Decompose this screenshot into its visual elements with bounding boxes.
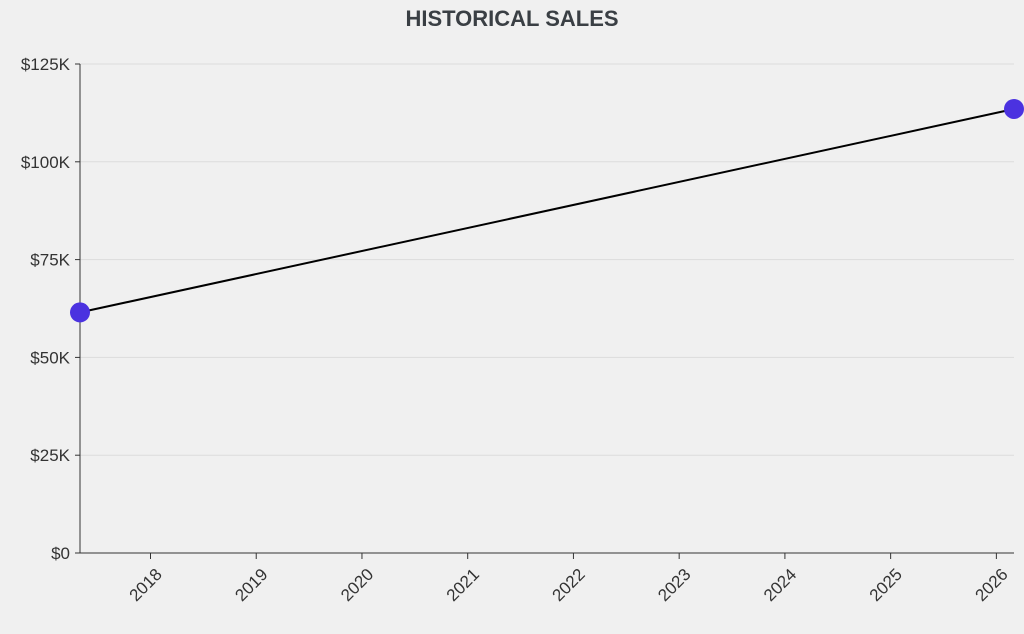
data-point-marker (70, 302, 90, 323)
axes (79, 64, 1014, 554)
x-tick-label: 2021 (443, 565, 483, 605)
x-tick-label: 2019 (231, 565, 271, 605)
data-point-marker (1004, 98, 1024, 119)
series-line (79, 108, 1015, 314)
x-tick-label: 2020 (337, 565, 377, 605)
x-axis-ticks: 2018 2019 2020 2021 2022 2023 2024 2025 2026 (126, 553, 1012, 605)
y-tick-label: $0 (51, 544, 70, 563)
x-tick-label: 2026 (972, 565, 1012, 605)
y-tick-label: $100K (21, 153, 71, 172)
y-tick-label: $125K (21, 55, 71, 74)
x-tick-label: 2018 (126, 565, 166, 605)
x-tick-label: 2025 (866, 565, 906, 605)
gridlines (80, 63, 1014, 456)
y-tick-label: $50K (30, 348, 70, 367)
chart-title: HISTORICAL SALES (405, 6, 618, 31)
y-tick-label: $25K (30, 446, 70, 465)
y-axis-ticks: $0 $25K $50K $75K $100K $125K (21, 55, 80, 563)
series-group (70, 98, 1024, 323)
x-tick-label: 2022 (549, 565, 589, 605)
y-tick-label: $75K (30, 251, 70, 270)
x-tick-label: 2024 (760, 565, 800, 605)
x-tick-label: 2023 (654, 565, 694, 605)
